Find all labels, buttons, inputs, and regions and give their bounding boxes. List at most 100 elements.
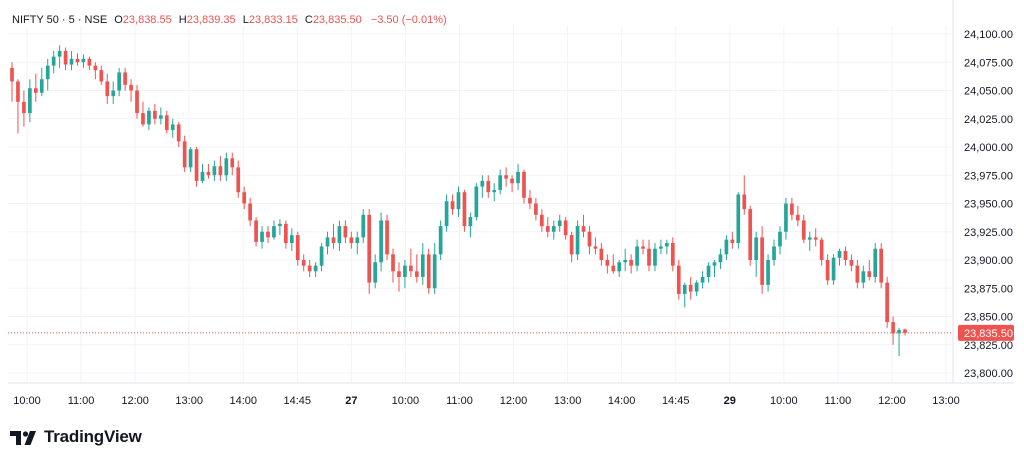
candle-body [903,329,907,333]
candle-body [891,322,895,334]
price-tick-label: 23,975.00 [964,170,1013,182]
candle-body [87,58,92,66]
candle-body [676,265,681,294]
candle-body [879,248,884,283]
candle-body [593,246,598,249]
time-tick-label: 14:00 [608,395,636,407]
price-axis[interactable]: 24,100.00 24,075.00 24,050.00 24,025.00 24,0… [958,29,1014,380]
candle-body [93,65,98,71]
price-tick-label: 23,950.00 [964,199,1013,211]
candle-body [438,226,443,255]
candle-body [611,265,616,272]
candle-body [706,265,711,277]
candle-body [147,110,151,125]
price-tick-label: 23,850.00 [964,312,1013,324]
candle-body [260,231,264,242]
candle-body [420,254,425,277]
tradingview-brand[interactable]: TradingView [10,426,142,448]
candle-body [230,158,235,168]
brand-name: TradingView [44,427,142,446]
candle-body [807,237,812,240]
candle-body [837,250,842,258]
time-tick-label: 14:45 [662,395,690,407]
candle-body [813,237,818,240]
candle-body [647,248,651,266]
candle-body [670,243,675,266]
candle-body [99,70,104,82]
candle-body [665,243,669,247]
candle-body [266,231,270,238]
candle-body [188,149,193,168]
price-tick-label: 24,075.00 [964,57,1013,69]
candle-body [272,226,276,238]
price-tick-label: 23,900.00 [964,255,1013,267]
change-value: −3.50 (−0.01%) [370,14,447,26]
candle-body [57,50,62,57]
time-tick-label: 10:00 [13,395,41,407]
candle-body [492,189,497,193]
time-tick-label: 13:00 [175,395,203,407]
time-tick-label: 11:00 [825,395,852,407]
candle-body [873,248,878,277]
candle-body [343,226,348,238]
last-price-label: 23,835.50 [964,328,1013,340]
time-tick-label: 11:00 [68,395,95,407]
candle-body [819,239,824,260]
candle-body [117,72,122,91]
price-tick-label: 24,000.00 [964,142,1013,154]
candle-body [45,65,50,80]
candle-body [28,88,32,114]
candle-body [361,214,366,238]
candle-body [772,246,776,260]
price-tick-label: 23,800.00 [964,368,1013,380]
candle-body [605,260,610,266]
candle-body [659,246,663,249]
candle-body [528,197,532,204]
candle-body [748,209,753,260]
candle-body [16,81,20,102]
candle-body [248,203,252,221]
candle-body [200,171,205,181]
time-tick-label: 14:00 [229,395,257,407]
price-tick-label: 24,050.00 [964,86,1013,98]
candle-body [688,284,693,292]
candle-body [218,166,223,176]
candle-body [450,201,455,210]
open-value: 23,838.55 [122,14,172,26]
candle-body [557,220,562,227]
candle-body [242,192,247,204]
candle-body [414,271,419,277]
time-tick-label: 13:00 [554,395,582,407]
candle-body [444,201,449,227]
candle-body [736,194,741,244]
candle-body [206,171,211,176]
symbol-legend: NIFTY 50 · 5 · NSE O23,838.55 H23,839.35… [12,14,447,26]
symbol-label[interactable]: NIFTY 50 · 5 · NSE [12,14,108,26]
candle-body [694,282,699,292]
time-tick-label: 12:00 [878,395,906,407]
candle-body [313,265,318,272]
open-label: O [114,14,123,26]
candle-body [289,235,294,244]
candle-body [51,56,56,66]
candle-body [545,226,550,232]
candle-body [10,67,14,82]
time-axis[interactable]: 10:00 11:00 12:00 13:00 14:00 14:45 27 10:00 11:… [13,395,960,407]
candles [10,45,907,357]
candle-body [373,262,377,283]
time-tick-label: 10:00 [392,395,420,407]
candle-body [522,171,526,198]
candle-body [474,186,479,218]
candle-body [391,254,395,272]
candle-body [867,271,872,277]
candle-body [599,248,604,260]
candle-body [194,149,199,181]
time-tick-label: 10:00 [770,395,798,407]
price-tick-label: 24,025.00 [964,114,1013,126]
candle-body [367,214,372,283]
candle-body [575,226,580,255]
candle-body [569,235,574,255]
candle-body [855,265,860,283]
